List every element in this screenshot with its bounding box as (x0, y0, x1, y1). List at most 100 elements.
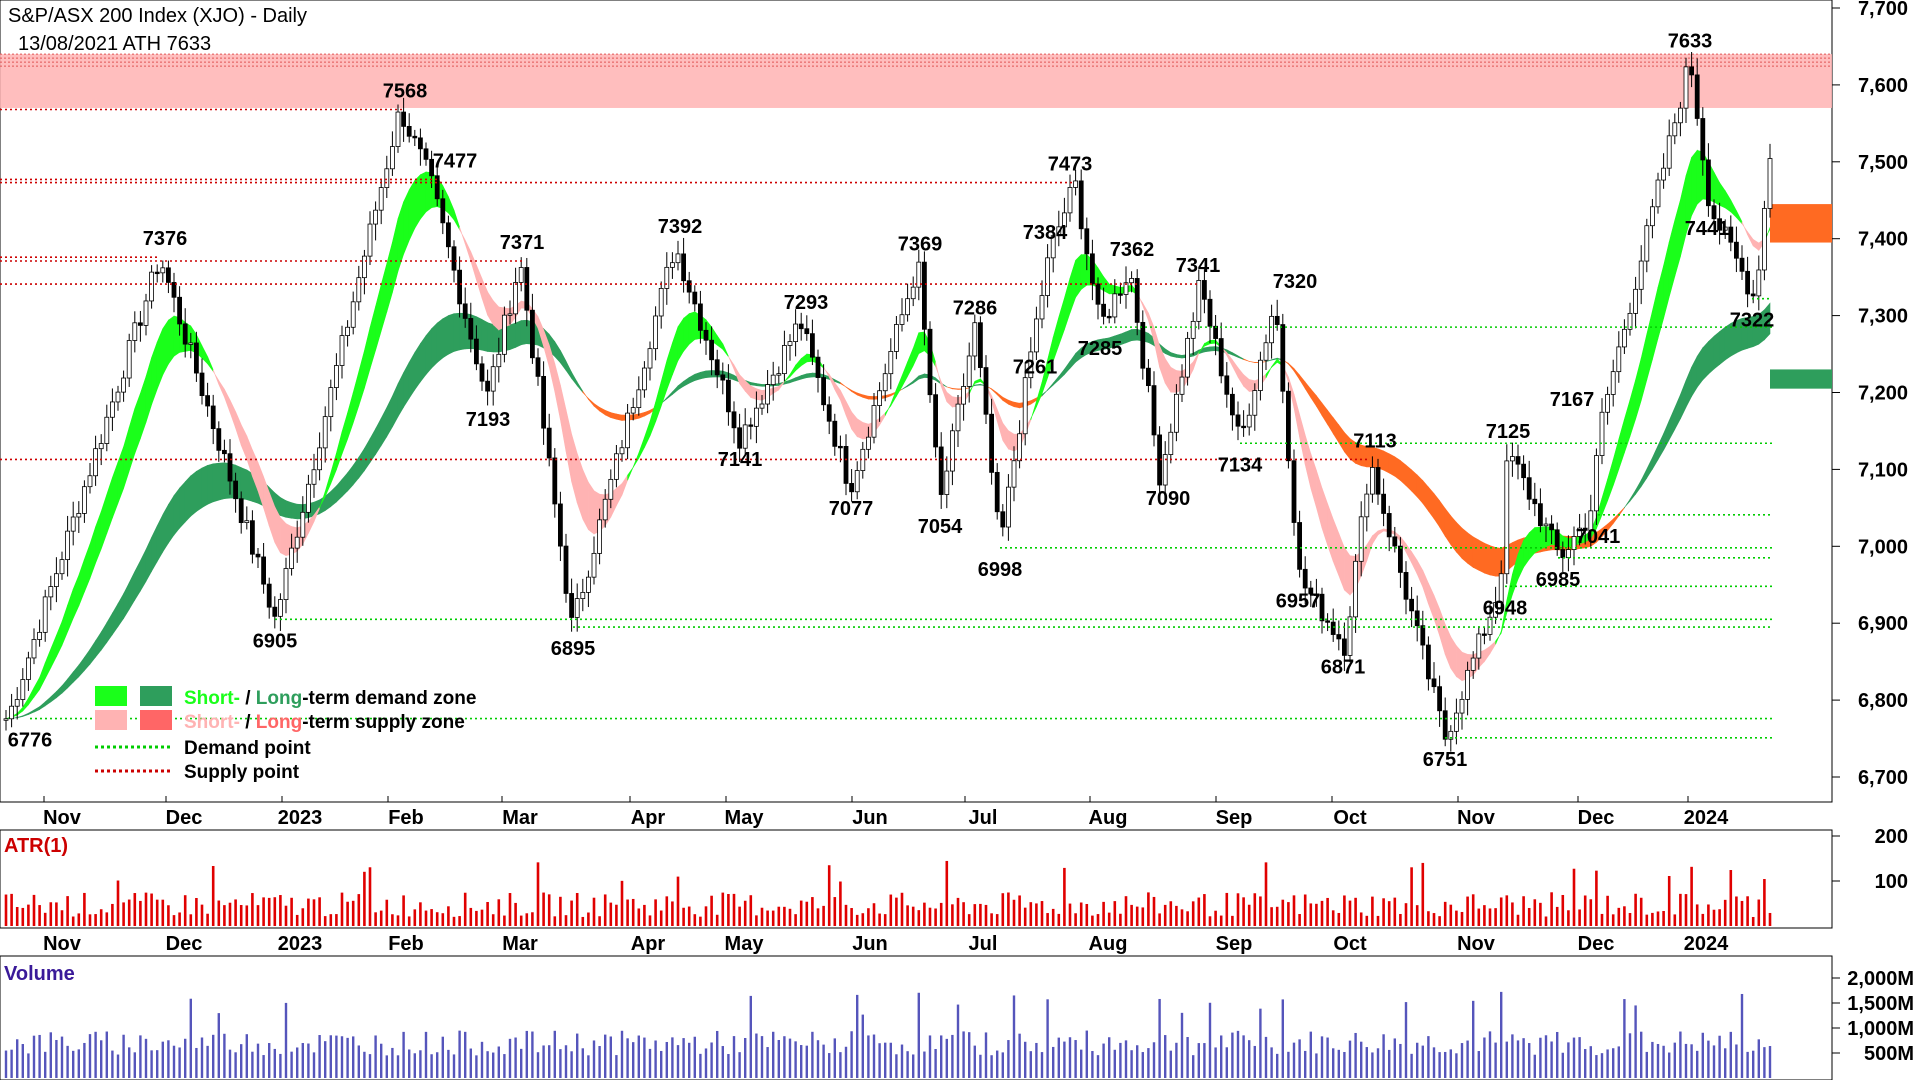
atr-bar (1505, 895, 1509, 926)
atr-bar (648, 915, 652, 926)
short-term-zone-band (588, 481, 595, 535)
atr-bar (458, 916, 461, 926)
short-term-zone-band (16, 706, 24, 716)
volume-bar (1197, 1043, 1200, 1078)
short-term-zone-band (145, 357, 152, 423)
long-term-zone-band (1478, 539, 1485, 574)
atr-bar (777, 906, 781, 926)
candle-body (171, 282, 177, 298)
short-term-zone-band (56, 621, 63, 657)
atr-bar (766, 910, 769, 926)
volume-bar (1595, 1055, 1598, 1078)
x-tick-label: Jun (852, 807, 888, 829)
candle-body (1711, 205, 1717, 220)
volume-bar (178, 1047, 181, 1078)
short-term-zone-band (50, 635, 57, 668)
volume-bar (480, 1041, 484, 1078)
atr-x-tick-label: Aug (1089, 933, 1128, 955)
candle-body (149, 271, 155, 302)
volume-bar (1343, 1051, 1346, 1078)
long-term-zone-band (123, 582, 130, 620)
atr-bar (934, 908, 937, 926)
candle-body (479, 363, 485, 382)
candle-body (653, 315, 658, 350)
volume-bar (1259, 1008, 1262, 1078)
volume-bar (648, 1048, 652, 1078)
atr-bar (1169, 901, 1173, 926)
pivot-label: 7134 (1218, 454, 1263, 476)
candle-body (1308, 587, 1314, 595)
volume-bar (1248, 1040, 1251, 1078)
candle-body (1185, 337, 1190, 378)
pivot-label: 6985 (1536, 569, 1581, 591)
atr-bar (234, 899, 237, 926)
volume-y-tick-label: 1,000M (1847, 1018, 1914, 1040)
candle-body (233, 480, 239, 500)
short-term-zone-band (1428, 583, 1435, 619)
atr-bar (94, 914, 97, 926)
atr-bar (1348, 900, 1352, 926)
candle-body (1442, 710, 1448, 740)
volume-y-tick-label: 2,000M (1847, 968, 1914, 990)
legend-demand-suffix: -term demand zone (302, 688, 476, 709)
candle-body (333, 365, 339, 388)
long-term-zone-band (1624, 498, 1631, 509)
atr-bar (1673, 914, 1677, 926)
volume-bar (156, 1050, 159, 1078)
atr-x-tick-label: Jun (852, 933, 888, 955)
atr-bar (1113, 901, 1117, 926)
candle-body (412, 135, 418, 139)
x-tick-label: Mar (502, 807, 538, 829)
pivot-label: 7285 (1078, 338, 1123, 360)
atr-bar (1516, 914, 1520, 926)
candle-body (389, 146, 395, 170)
volume-bar (240, 1044, 243, 1078)
short-term-zone-band (655, 381, 662, 422)
candle-body (31, 639, 37, 659)
short-term-zone-band (565, 409, 572, 482)
volume-bar (296, 1047, 299, 1078)
long-term-zone-band (1691, 356, 1698, 398)
chart-title: S&P/ASX 200 Index (XJO) - Daily (8, 5, 307, 27)
candle-body (1353, 560, 1358, 618)
atr-bar (228, 902, 232, 926)
volume-bar (1735, 1044, 1738, 1078)
atr-bar (1023, 907, 1027, 926)
short-term-zone-band (1422, 570, 1429, 604)
short-term-zone-band (1069, 260, 1076, 314)
volume-bar (464, 1031, 467, 1078)
candle-body (524, 267, 530, 311)
short-term-zone-band (1691, 149, 1698, 216)
volume-bar (788, 1038, 792, 1078)
candle-body (429, 158, 435, 177)
candle-body (115, 391, 121, 403)
candle-body (759, 403, 765, 409)
atr-bar (615, 904, 618, 926)
volume-bar (626, 1038, 629, 1078)
atr-bar (1264, 862, 1268, 926)
atr-bar (178, 912, 181, 926)
candle-body (535, 357, 541, 377)
short-term-zone-band (1344, 546, 1351, 596)
candle-body (1269, 315, 1274, 344)
candle-body (843, 446, 849, 484)
candle-body (1370, 467, 1375, 495)
candle-body (1246, 414, 1252, 428)
atr-bar (1583, 895, 1587, 926)
atr-bar (1623, 906, 1626, 926)
volume-bar (1746, 1051, 1749, 1078)
candle-body (1482, 633, 1487, 636)
atr-bar (273, 897, 277, 926)
y-tick-label: 6,800 (1858, 690, 1908, 712)
candle-body (619, 447, 625, 455)
atr-bar (374, 912, 377, 926)
candle-body (1286, 390, 1291, 462)
volume-bar (923, 1051, 926, 1078)
volume-bar (452, 1054, 456, 1078)
atr-bar (1208, 916, 1212, 926)
atr-y-tick-label: 200 (1875, 826, 1908, 848)
candle-body (104, 416, 110, 444)
volume-bar (1561, 1052, 1564, 1078)
atr-bar (452, 916, 456, 926)
long-term-zone-band (1030, 397, 1037, 405)
